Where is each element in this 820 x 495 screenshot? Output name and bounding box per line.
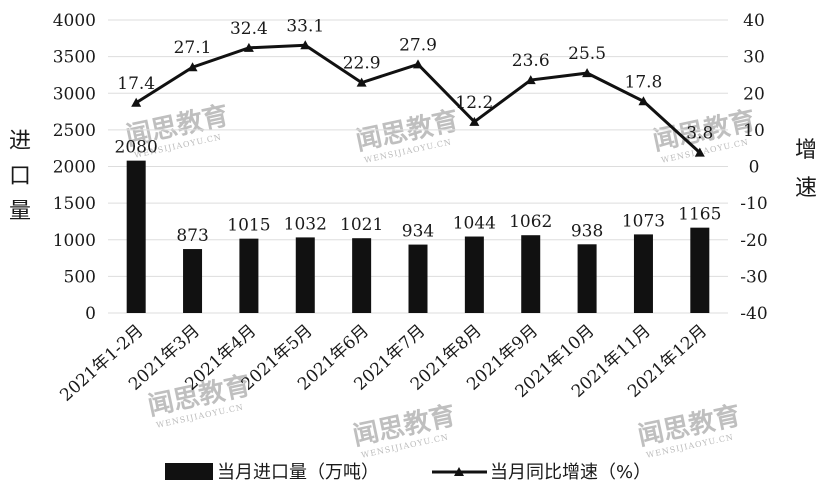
line-value-label: 27.9 xyxy=(399,35,437,55)
right-axis-title-char: 速 xyxy=(795,176,817,201)
bar xyxy=(577,244,597,313)
bar xyxy=(633,234,653,313)
legend-line-label: 当月同比增速（%） xyxy=(490,462,651,483)
bar-value-label: 1062 xyxy=(509,212,552,232)
bar-value-label: 938 xyxy=(571,221,603,241)
left-y-tick-label: 2000 xyxy=(53,158,96,178)
legend-bar-swatch xyxy=(165,463,213,480)
line-series xyxy=(131,40,705,157)
bar-series xyxy=(126,160,710,313)
line-value-label: 23.6 xyxy=(512,51,550,71)
legend-bar-label: 当月进口量（万吨） xyxy=(217,462,379,483)
legend: 当月进口量（万吨） 当月同比增速（%） xyxy=(165,462,651,483)
bar-value-label: 2080 xyxy=(115,138,158,158)
bar xyxy=(126,160,146,313)
line-value-label: 3.8 xyxy=(686,124,713,144)
bar xyxy=(521,235,541,313)
right-axis-title-char: 增 xyxy=(795,138,817,163)
right-y-tick-label: 0 xyxy=(749,158,760,178)
line-value-label: 25.5 xyxy=(568,44,606,64)
right-y-tick-label: -40 xyxy=(740,304,767,324)
right-y-tick-label: 40 xyxy=(743,11,765,31)
line-value-label: 22.9 xyxy=(343,54,381,74)
line-point xyxy=(582,68,593,78)
bar-value-label: 1073 xyxy=(622,211,665,231)
bar-value-label: 934 xyxy=(402,222,434,242)
right-y-tick-label: -10 xyxy=(740,194,767,214)
legend-line-marker xyxy=(454,467,464,476)
line-value-label: 17.8 xyxy=(625,72,663,92)
line-value-label: 33.1 xyxy=(286,16,324,36)
bar-value-label: 1044 xyxy=(453,214,496,234)
bar-value-label: 873 xyxy=(176,226,208,246)
left-axis-title-char: 进 xyxy=(9,129,31,154)
right-y-axis: -40 -30 -20 -10 0 10 20 30 40 xyxy=(740,11,767,324)
left-y-tick-label: 500 xyxy=(64,267,96,287)
axis-titles: 进口量 增速 xyxy=(9,129,817,224)
left-y-tick-label: 3500 xyxy=(53,48,96,68)
bar-value-label: 1015 xyxy=(227,216,270,236)
left-y-tick-label: 1000 xyxy=(53,231,96,251)
right-y-tick-label: 30 xyxy=(743,48,765,68)
left-y-tick-label: 3000 xyxy=(53,84,96,104)
right-y-tick-label: 20 xyxy=(743,84,765,104)
line-value-label: 12.2 xyxy=(455,93,493,113)
left-axis-title-char: 量 xyxy=(9,199,31,224)
bar xyxy=(464,236,484,313)
line-point xyxy=(187,62,198,72)
line-point xyxy=(243,42,254,52)
bar xyxy=(239,238,259,313)
left-y-tick-label: 4000 xyxy=(53,11,96,31)
right-y-tick-label: -30 xyxy=(740,267,767,287)
left-y-tick-label: 2500 xyxy=(53,121,96,141)
line-point xyxy=(469,116,480,126)
bar xyxy=(183,249,203,313)
bar-value-label: 1021 xyxy=(340,215,383,235)
left-y-tick-label: 1500 xyxy=(53,194,96,214)
bar xyxy=(408,244,428,313)
x-tick-label: 2021年1-2月 xyxy=(56,321,147,406)
bar-value-label: 1032 xyxy=(284,214,327,234)
right-y-tick-label: 10 xyxy=(743,121,765,141)
bar xyxy=(295,237,315,313)
left-axis-title-char: 口 xyxy=(9,164,31,189)
line-point xyxy=(694,147,705,157)
bar xyxy=(690,227,710,313)
bar-value-label: 1165 xyxy=(678,205,721,225)
right-y-tick-label: -20 xyxy=(740,231,767,251)
line-point xyxy=(356,77,367,87)
line-point xyxy=(525,75,536,85)
line-value-label: 17.4 xyxy=(117,74,155,94)
left-y-axis: 0 500 1000 1500 2000 2500 3000 3500 4000 xyxy=(53,11,96,324)
line-point xyxy=(300,40,311,50)
line-value-label: 32.4 xyxy=(230,19,268,39)
line-value-label: 27.1 xyxy=(174,38,212,58)
bar xyxy=(352,238,372,313)
left-y-tick-label: 0 xyxy=(85,304,96,324)
data-labels: 2080 873 1015 1032 1021 934 1044 1062 938 1073 116… xyxy=(115,16,722,246)
line-point xyxy=(413,59,423,69)
line-point xyxy=(131,97,142,107)
line-point xyxy=(638,96,649,106)
